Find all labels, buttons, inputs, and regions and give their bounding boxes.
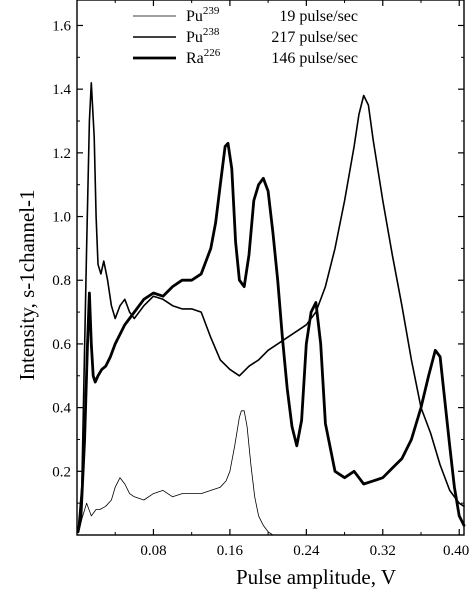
y-tick-label: 0.2 <box>52 464 71 480</box>
x-tick-label: 0.08 <box>140 543 166 559</box>
x-tick-label: 0.40 <box>443 543 469 559</box>
series-line-pu239 <box>78 410 279 536</box>
y-tick-label: 1.0 <box>52 210 71 226</box>
y-tick-label: 0.8 <box>52 273 71 289</box>
x-tick-label: 0.24 <box>293 543 320 559</box>
y-tick-label: 1.2 <box>52 146 71 162</box>
y-axis-title: Intensity, s-1channel-1 <box>15 189 39 380</box>
legend-rate: 19 pulse/sec <box>279 8 358 25</box>
plot-area <box>76 0 465 536</box>
y-tick-label: 1.6 <box>52 18 71 34</box>
y-tick-label: 0.4 <box>52 401 71 417</box>
series-line-ra226 <box>76 141 466 534</box>
y-tick-label: 1.4 <box>52 82 71 98</box>
y-axis: 0.2 0.4 0.6 0.8 1.0 1.2 1.4 1.6 <box>52 18 464 504</box>
legend-label: Pu238 <box>186 26 220 46</box>
legend-rate: 217 pulse/sec <box>271 29 358 46</box>
x-axis: 0.08 0.16 0.24 0.32 0.40 <box>114 0 469 559</box>
series-line-pu238 <box>77 82 465 533</box>
y-tick-label: 0.6 <box>52 337 71 353</box>
x-tick-label: 0.32 <box>370 543 396 559</box>
legend: Pu239 19 pulse/sec Pu238 217 pulse/sec Ra226… <box>133 5 358 67</box>
x-axis-title: Pulse amplitude, V <box>236 565 396 589</box>
series-layer <box>76 82 466 536</box>
x-tick-label: 0.16 <box>217 543 244 559</box>
legend-label: Pu239 <box>186 5 220 25</box>
legend-label: Ra226 <box>186 47 221 67</box>
legend-rate: 146 pulse/sec <box>271 50 358 67</box>
